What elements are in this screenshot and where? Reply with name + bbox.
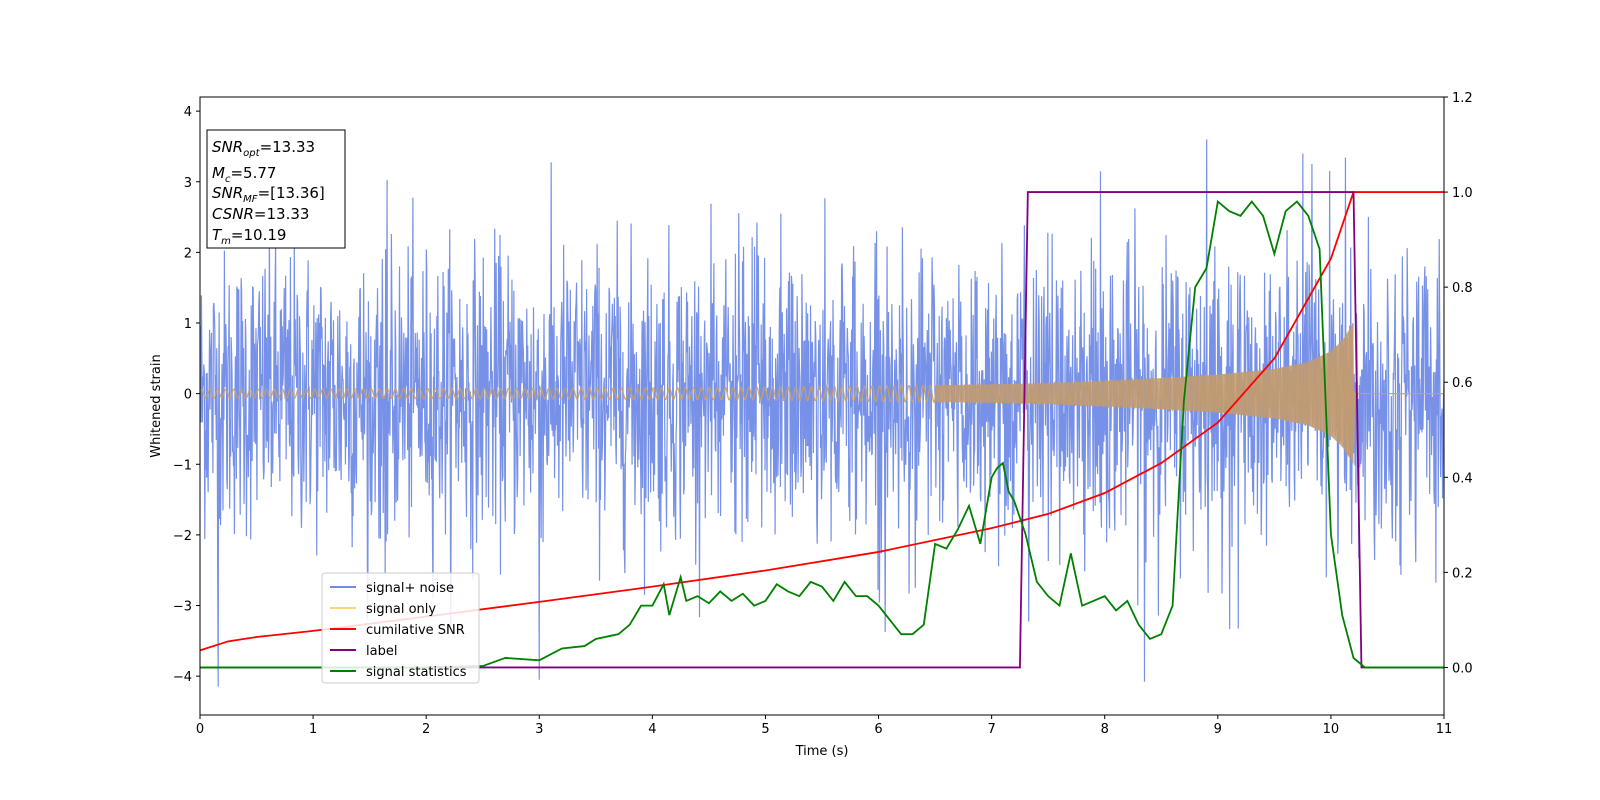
x-tick-label: 1 — [309, 722, 317, 737]
x-axis-label: Time (s) — [795, 744, 849, 759]
y-right-tick-label: 0.6 — [1452, 376, 1473, 391]
y-left-tick-label: −4 — [173, 670, 192, 685]
legend-label: signal statistics — [366, 665, 467, 680]
series-signal-only — [200, 323, 1444, 465]
info-box-frame — [206, 129, 346, 249]
x-tick-label: 9 — [1214, 722, 1222, 737]
info-snr-opt: SNRopt=13.33 — [212, 138, 315, 159]
info-box: SNRopt=13.33 Mc=5.77 SNRMF=[13.36] CSNR=… — [206, 129, 346, 249]
series-lines — [200, 191, 1444, 669]
y-left-tick-label: 2 — [184, 246, 192, 261]
y-left-tick-label: −3 — [173, 600, 192, 615]
y-right-tick-label: 0.4 — [1452, 471, 1473, 486]
y-left-tick-label: 4 — [184, 105, 192, 120]
y-left-tick-label: −1 — [173, 458, 192, 473]
x-tick-label: 5 — [761, 722, 769, 737]
y-right-tick-label: 0.8 — [1452, 281, 1473, 296]
info-csnr: CSNR=13.33 — [212, 205, 309, 223]
y-axis-left: −4 −3 −2 −1 0 1 2 3 4 — [173, 105, 200, 685]
info-tm: Tm=10.19 — [212, 226, 286, 247]
y-right-tick-label: 1.0 — [1452, 186, 1473, 201]
x-tick-label: 11 — [1436, 722, 1453, 737]
x-axis: 0 1 2 3 4 5 6 7 8 9 10 11 — [196, 715, 1452, 737]
y-axis-right: 0.0 0.2 0.4 0.6 0.8 1.0 1.2 — [1444, 91, 1473, 676]
x-tick-label: 8 — [1101, 722, 1109, 737]
x-tick-label: 6 — [874, 722, 882, 737]
x-tick-label: 2 — [422, 722, 430, 737]
y-axis-label: Whitened strain — [149, 354, 164, 457]
x-tick-label: 7 — [987, 722, 995, 737]
y-left-tick-label: −2 — [173, 529, 192, 544]
y-left-tick-label: 1 — [184, 317, 192, 332]
x-tick-label: 3 — [535, 722, 543, 737]
x-tick-label: 4 — [648, 722, 656, 737]
y-right-tick-label: 1.2 — [1452, 91, 1473, 106]
plot-frame — [199, 96, 1445, 716]
y-right-tick-label: 0.2 — [1452, 566, 1473, 581]
plot-area — [200, 139, 1444, 687]
series-signal-statistics-line — [200, 199, 1444, 669]
series-cumilative-snr-line — [200, 191, 1444, 652]
legend-label: signal only — [366, 602, 436, 617]
x-tick-label: 0 — [196, 722, 204, 737]
info-snr-mf: SNRMF=[13.36] — [212, 184, 325, 205]
legend-label: signal+ noise — [366, 581, 454, 596]
legend-frame — [321, 572, 480, 684]
x-tick-label: 10 — [1323, 722, 1340, 737]
signal-only-envelope — [935, 323, 1354, 465]
y-left-tick-label: 3 — [184, 176, 192, 191]
y-left-tick-label: 0 — [184, 388, 192, 403]
legend: signal+ noise signal only cumilative SNR la… — [321, 572, 480, 684]
legend-label: label — [366, 644, 397, 659]
y-right-tick-label: 0.0 — [1452, 661, 1473, 676]
legend-label: cumilative SNR — [366, 623, 465, 638]
info-mc: Mc=5.77 — [212, 164, 276, 185]
